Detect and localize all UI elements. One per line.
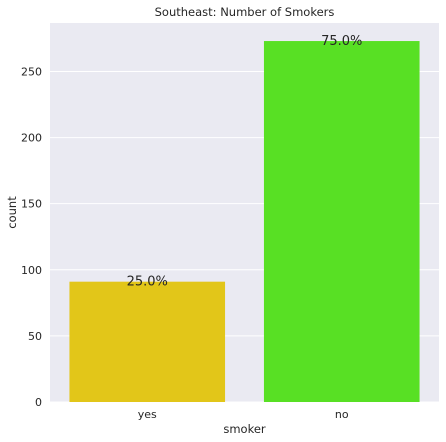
bar-data-label: 25.0%	[127, 275, 168, 290]
y-tick-label: 0	[35, 396, 42, 409]
y-axis-ticks: 0 50 100 150 200 250	[21, 65, 42, 409]
chart-title: Southeast: Number of Smokers	[155, 5, 335, 19]
x-axis-ticks: yes no	[138, 408, 349, 421]
bar-yes	[69, 282, 225, 402]
y-tick-label: 250	[21, 65, 42, 78]
x-tick-label: yes	[138, 408, 157, 421]
bar-no	[264, 41, 420, 402]
y-tick-label: 50	[28, 330, 42, 343]
y-tick-label: 200	[21, 132, 42, 145]
bar-data-label: 75.0%	[321, 34, 362, 49]
x-tick-label: no	[335, 408, 349, 421]
y-tick-label: 150	[21, 198, 42, 211]
x-axis-label: smoker	[223, 422, 266, 436]
y-axis-label: count	[5, 196, 19, 229]
y-tick-label: 100	[21, 264, 42, 277]
